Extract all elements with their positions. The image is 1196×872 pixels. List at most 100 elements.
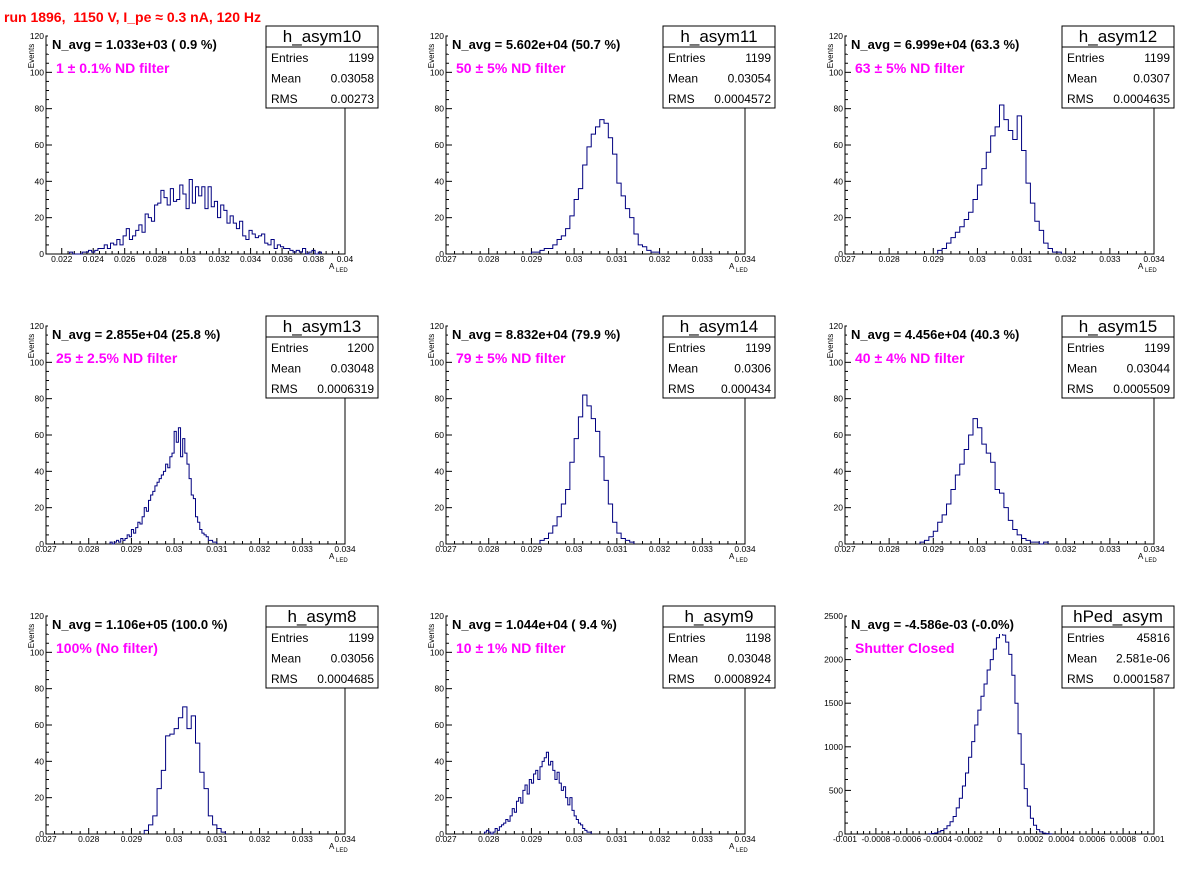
y-tick-label: 0 — [838, 539, 843, 549]
stats-row-label: Entries — [271, 51, 308, 65]
x-tick-label: 0.028 — [78, 544, 100, 554]
navg-label: N_avg = 4.456e+04 (40.3 %) — [851, 327, 1019, 342]
histogram-series — [69, 179, 322, 255]
y-tick-label: 100 — [829, 67, 843, 77]
stats-row-value: 1199 — [1144, 51, 1170, 65]
stats-row-value: 1199 — [348, 51, 374, 65]
x-tick-label: 0.029 — [923, 254, 945, 264]
y-tick-label: 80 — [834, 394, 844, 404]
x-tick-label: 0.033 — [1099, 254, 1121, 264]
x-tick-label: 0.032 — [249, 544, 271, 554]
filter-label: Shutter Closed — [855, 640, 955, 656]
y-tick-label: 40 — [35, 756, 45, 766]
x-tick-label: 0.0002 — [1017, 834, 1043, 844]
filter-label: 100% (No filter) — [56, 640, 158, 656]
x-tick-label: 0.029 — [121, 544, 143, 554]
y-tick-label: 60 — [35, 140, 45, 150]
stats-row-value: 0.03044 — [1127, 362, 1171, 376]
y-tick-label: 100 — [430, 357, 444, 367]
stats-row-value: 0.0004572 — [714, 92, 771, 106]
x-tick-label: 0.027 — [834, 254, 856, 264]
x-tick-label: 0.031 — [206, 544, 228, 554]
histogram-series — [143, 706, 226, 834]
stats-row-value: 0.000434 — [721, 382, 771, 396]
stats-title: h_asym13 — [283, 317, 361, 336]
filter-label: 10 ± 1% ND filter — [456, 640, 566, 656]
stats-row-value: 1199 — [745, 341, 771, 355]
y-tick-label: 80 — [435, 394, 445, 404]
y-axis-title: Events — [427, 44, 436, 68]
x-tick-label: 0.03 — [566, 544, 583, 554]
y-tick-label: 60 — [834, 430, 844, 440]
y-tick-label: 120 — [829, 31, 843, 41]
histogram-series — [919, 418, 1049, 545]
stats-row-label: Mean — [1067, 652, 1097, 666]
y-tick-label: 80 — [834, 104, 844, 114]
y-tick-label: 20 — [35, 793, 45, 803]
stats-box: h_asym15 Entries 1199 Mean 0.03044 RMS 0.00055… — [1061, 315, 1175, 399]
x-tick-label: 0.031 — [606, 834, 628, 844]
stats-row-label: Mean — [668, 72, 698, 86]
x-tick-label: 0.033 — [292, 834, 314, 844]
stats-row-label: RMS — [271, 92, 298, 106]
x-tick-label: 0.027 — [35, 544, 57, 554]
x-tick-label: 0.032 — [649, 834, 671, 844]
stats-body — [265, 336, 379, 399]
stats-row-label: Mean — [668, 652, 698, 666]
histogram-series — [483, 751, 592, 835]
stats-title: h_asym11 — [680, 27, 757, 46]
x-tick-label: 0.034 — [734, 544, 756, 554]
x-tick-label: 0.034 — [734, 254, 756, 264]
x-axis-title: A — [1138, 552, 1144, 561]
x-axis-title-subscript: LED — [736, 558, 748, 564]
x-axis-title-subscript: LED — [336, 848, 348, 854]
navg-label: N_avg = 1.033e+03 ( 0.9 %) — [52, 37, 217, 52]
histogram-panel-h_asym9: 0 20 40 60 80 100 120 0.027 0.028 0.029 0.03 0.031 0… — [427, 605, 776, 854]
x-tick-label: 0.034 — [734, 834, 756, 844]
stats-row-value: 1200 — [347, 341, 374, 355]
stats-row-label: Entries — [668, 341, 705, 355]
x-axis-title-subscript: LED — [736, 848, 748, 854]
stats-row-value: 1199 — [1144, 341, 1170, 355]
stats-row-label: Mean — [271, 362, 301, 376]
y-tick-label: 100 — [30, 357, 44, 367]
stats-row-value: 0.0008924 — [714, 672, 771, 686]
y-tick-label: 120 — [30, 611, 44, 621]
y-tick-label: 60 — [435, 430, 445, 440]
x-tick-label: 0.028 — [879, 544, 901, 554]
x-tick-label: 0.032 — [208, 254, 230, 264]
y-tick-label: 100 — [829, 357, 843, 367]
y-tick-label: 0 — [39, 829, 44, 839]
x-tick-label: 0.028 — [478, 834, 500, 844]
y-axis-title: Events — [826, 334, 835, 358]
y-tick-label: 0 — [439, 249, 444, 259]
stats-row-value: 0.0001587 — [1113, 672, 1170, 686]
y-tick-label: 80 — [35, 394, 45, 404]
stats-row-label: RMS — [1067, 382, 1094, 396]
filter-label: 1 ± 0.1% ND filter — [56, 60, 170, 76]
stats-row-value: 1198 — [745, 631, 771, 645]
stats-box: hPed_asym Entries 45816 Mean 2.581e-06 RMS 0.0… — [1061, 605, 1175, 689]
stats-row-label: RMS — [1067, 92, 1094, 106]
x-tick-label: 0.031 — [206, 834, 228, 844]
stats-row-label: RMS — [271, 672, 298, 686]
x-tick-label: 0.031 — [1011, 254, 1033, 264]
stats-box: h_asym9 Entries 1198 Mean 0.03048 RMS 0.000892… — [662, 605, 776, 689]
navg-label: N_avg = 8.832e+04 (79.9 %) — [452, 327, 620, 342]
y-tick-label: 120 — [829, 321, 843, 331]
y-tick-label: 120 — [30, 31, 44, 41]
y-axis-title: Events — [27, 334, 36, 358]
y-tick-label: 0 — [39, 539, 44, 549]
stats-box: h_asym14 Entries 1199 Mean 0.0306 RMS 0.000434 — [662, 315, 776, 399]
stats-box: h_asym10 Entries 1199 Mean 0.03058 RMS 0.00273 — [265, 25, 379, 109]
x-tick-label: 0.027 — [834, 544, 856, 554]
x-tick-label: 0.029 — [521, 544, 543, 554]
x-tick-label: 0.036 — [271, 254, 293, 264]
x-tick-label: 0.034 — [334, 544, 356, 554]
x-axis-title: A — [729, 552, 735, 561]
y-tick-label: 2000 — [824, 655, 843, 665]
x-tick-label: -0.0004 — [923, 834, 952, 844]
stats-body — [662, 626, 776, 689]
x-axis-title-subscript: LED — [1145, 558, 1157, 564]
x-tick-label: 0 — [997, 834, 1002, 844]
